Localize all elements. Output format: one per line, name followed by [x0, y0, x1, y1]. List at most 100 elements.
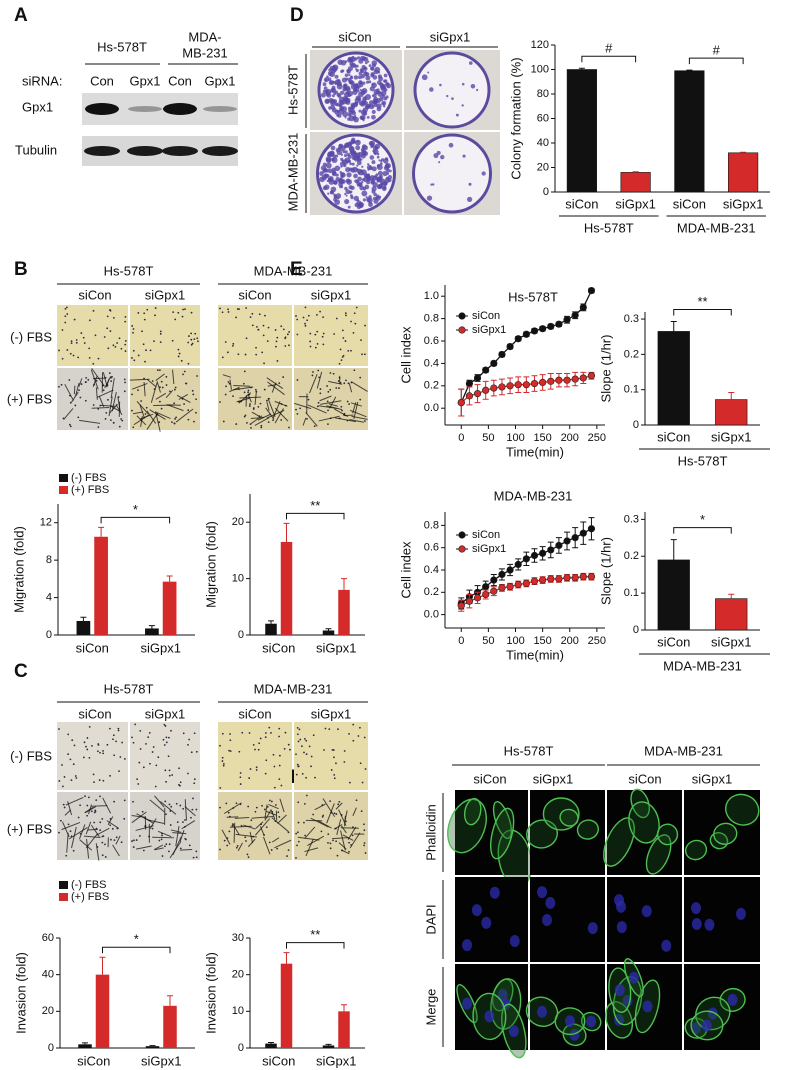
image-texture [187, 409, 190, 412]
image-texture [314, 776, 316, 779]
image-texture [296, 831, 299, 834]
image-texture [288, 331, 291, 333]
image-texture [264, 772, 267, 775]
image-texture [245, 840, 247, 842]
image-texture [265, 407, 275, 420]
image-texture [328, 403, 339, 407]
image-texture [297, 740, 300, 743]
image-texture [101, 841, 104, 844]
image-texture [195, 850, 198, 853]
image-texture [161, 855, 164, 857]
image-texture [237, 353, 240, 356]
image-texture [368, 195, 372, 199]
image-texture [190, 343, 193, 346]
image-texture [380, 83, 386, 89]
image-texture [272, 419, 274, 422]
image-texture [371, 105, 374, 108]
image-texture [146, 308, 149, 311]
image-texture [340, 825, 347, 834]
y-tick-label: 0.0 [424, 402, 439, 414]
image-texture [58, 349, 60, 352]
image-texture [66, 832, 69, 853]
image-texture [63, 776, 66, 778]
image-texture [374, 143, 381, 150]
image-texture [363, 173, 369, 178]
image-texture [97, 750, 99, 753]
image-texture [329, 372, 332, 374]
blot-band [127, 146, 163, 156]
image-texture [361, 88, 368, 94]
image-texture [225, 385, 227, 388]
image-texture [235, 846, 238, 849]
image-texture [165, 780, 167, 783]
image-texture [303, 802, 306, 805]
image-texture [616, 900, 627, 913]
y-axis-label: Invasion (fold) [203, 952, 218, 1034]
y-tick-label: 4 [46, 591, 52, 603]
image [130, 792, 200, 860]
image-texture [93, 781, 95, 784]
image-texture [295, 832, 298, 835]
image-texture [274, 400, 288, 407]
row-label: Gpx1 [22, 99, 53, 114]
image-texture [359, 398, 362, 401]
image-texture [159, 332, 162, 335]
image-texture [219, 848, 221, 851]
image-texture [307, 835, 325, 846]
image-texture [91, 805, 108, 807]
image-texture [231, 824, 234, 827]
image-texture [92, 404, 95, 406]
image-texture [237, 842, 243, 852]
image-texture [284, 345, 287, 347]
image-texture [86, 804, 89, 807]
point [473, 594, 482, 602]
image-texture [187, 341, 190, 344]
image-texture [75, 382, 80, 397]
image-texture [331, 94, 335, 98]
image-texture [104, 376, 112, 389]
y-tick-label: 1.0 [424, 290, 439, 302]
legend-label: siCon [472, 310, 500, 322]
image-texture [303, 821, 305, 824]
point [587, 573, 596, 581]
point [563, 316, 571, 324]
blot-band [163, 103, 197, 115]
image-texture [62, 803, 65, 806]
image-texture [497, 988, 508, 1001]
x-tick-label: 150 [533, 432, 551, 444]
image-texture [296, 379, 299, 381]
image-texture [324, 184, 330, 190]
y-tick-label: 100 [531, 63, 549, 75]
error-bar [341, 578, 347, 590]
image-texture [169, 390, 171, 393]
image-texture [59, 819, 62, 822]
y-tick-label: 0.6 [424, 335, 439, 347]
image-texture [111, 827, 114, 830]
image-texture [338, 182, 344, 187]
image-texture [246, 421, 248, 424]
image-texture [347, 90, 354, 97]
image-texture [67, 733, 70, 736]
image-texture [79, 839, 93, 851]
significance-bracket [286, 942, 345, 949]
image-texture [69, 425, 72, 428]
image-texture [316, 314, 318, 316]
image-texture [184, 819, 186, 821]
image-texture [342, 834, 354, 841]
image-texture [360, 115, 366, 121]
image-texture [226, 844, 229, 847]
image-texture [614, 1013, 625, 1026]
image-texture [163, 744, 166, 746]
image-texture [168, 736, 170, 739]
image-texture [247, 393, 252, 403]
image-texture [99, 751, 101, 754]
image-texture [346, 400, 349, 403]
image-texture [334, 165, 341, 172]
image-texture [68, 423, 71, 426]
legend-swatch [59, 486, 68, 494]
image-texture [490, 807, 515, 860]
image-texture [282, 328, 285, 331]
image-texture [319, 392, 322, 395]
image-texture [386, 82, 390, 86]
y-tick-label: 0.3 [624, 313, 639, 325]
